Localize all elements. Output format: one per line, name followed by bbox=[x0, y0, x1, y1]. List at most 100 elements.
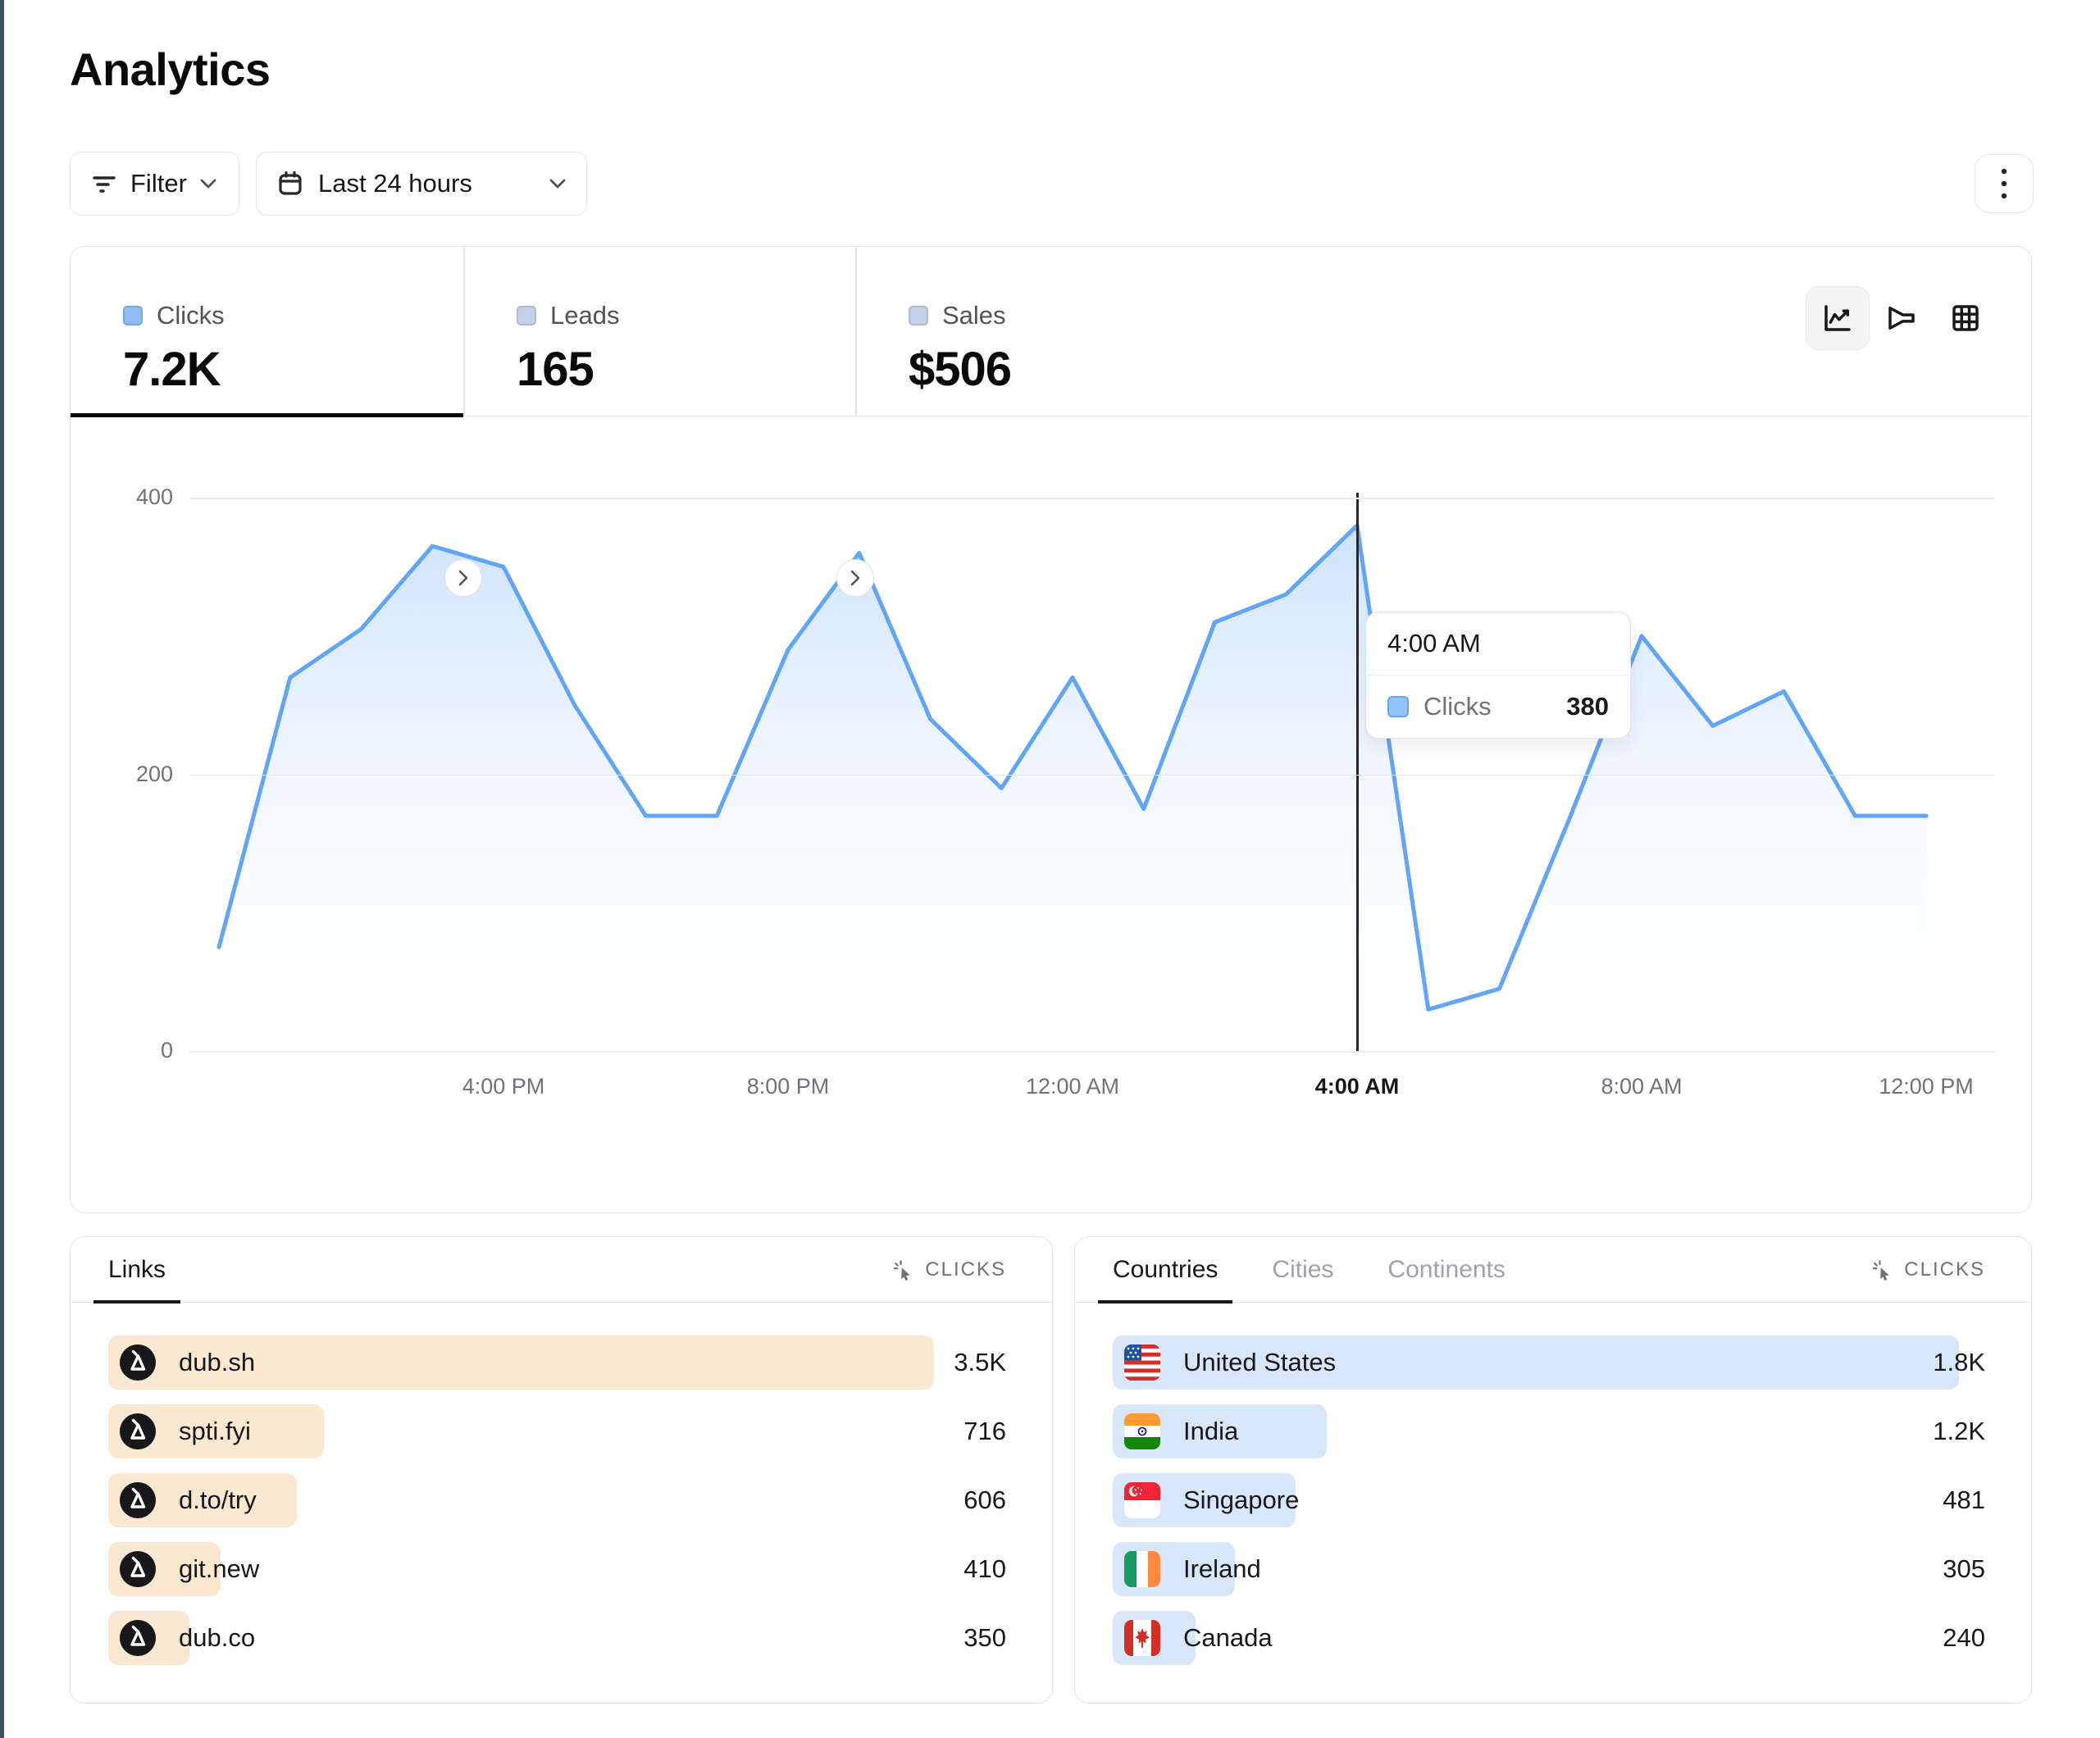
row-value: 716 bbox=[963, 1417, 1006, 1445]
cursor-click-icon bbox=[1871, 1258, 1894, 1281]
analytics-card: Clicks 7.2K Leads 165 Sales $506 bbox=[70, 246, 2032, 1213]
countries-sort-label: CLICKS bbox=[1904, 1258, 1985, 1281]
row-label: Canada bbox=[1183, 1623, 1273, 1652]
metric-value: $506 bbox=[909, 342, 1012, 396]
clicks-area-chart[interactable]: 4:00 AM Clicks 380 400 200 0 4:00 PM 8:00 PM… bbox=[136, 485, 1995, 1099]
x-axis-tick: 8:00 AM bbox=[1601, 1074, 1683, 1099]
row-label: spti.fyi bbox=[179, 1417, 251, 1445]
dub-logo-icon bbox=[120, 1344, 156, 1381]
metric-tab-leads[interactable]: Leads 165 bbox=[464, 247, 855, 416]
row-label: d.to/try bbox=[179, 1485, 257, 1514]
gridline bbox=[189, 1051, 1995, 1053]
dub-logo-icon bbox=[120, 1620, 156, 1656]
gridline bbox=[189, 774, 1995, 776]
filter-icon bbox=[90, 170, 118, 198]
row-label: Ireland bbox=[1183, 1554, 1261, 1583]
dub-logo-icon bbox=[120, 1413, 156, 1449]
x-axis-tick: 12:00 PM bbox=[1879, 1074, 1974, 1099]
country-row[interactable]: Singapore 481 bbox=[1113, 1473, 1985, 1527]
filter-button[interactable]: Filter bbox=[70, 152, 239, 216]
tab-cities[interactable]: Cities bbox=[1257, 1237, 1348, 1303]
expand-metric-button[interactable] bbox=[444, 559, 482, 597]
countries-panel-header: Countries Cities Continents CLICKS bbox=[1075, 1237, 2031, 1304]
country-row[interactable]: United States 1.8K bbox=[1113, 1335, 1985, 1390]
cursor-click-icon bbox=[892, 1258, 915, 1281]
ca-flag-icon bbox=[1124, 1620, 1160, 1656]
left-edge-strip bbox=[0, 0, 4, 1738]
row-value: 240 bbox=[1943, 1623, 1985, 1652]
row-value: 1.2K bbox=[1933, 1417, 1985, 1445]
link-row[interactable]: dub.co 350 bbox=[108, 1611, 1006, 1665]
dub-logo-icon bbox=[120, 1551, 156, 1587]
date-range-button[interactable]: Last 24 hours bbox=[256, 152, 587, 216]
links-panel: Links CLICKS dub.sh 3.5K spti.fyi 716 d.… bbox=[70, 1236, 1053, 1704]
funnel-view-button[interactable] bbox=[1870, 286, 1934, 350]
row-value: 481 bbox=[1943, 1485, 1985, 1514]
us-flag-icon bbox=[1124, 1344, 1160, 1381]
metric-tab-clicks[interactable]: Clicks 7.2K bbox=[71, 247, 463, 417]
row-value: 350 bbox=[963, 1623, 1006, 1652]
x-axis-tick: 8:00 PM bbox=[746, 1074, 830, 1099]
tab-continents[interactable]: Continents bbox=[1373, 1237, 1519, 1303]
links-rows: dub.sh 3.5K spti.fyi 716 d.to/try 606 gi… bbox=[108, 1335, 1006, 1680]
metric-tabs-row: Clicks 7.2K Leads 165 Sales $506 bbox=[71, 247, 2031, 417]
metric-label: Leads bbox=[550, 300, 620, 330]
links-sort-header[interactable]: CLICKS bbox=[892, 1258, 1006, 1281]
calendar-icon bbox=[276, 170, 304, 198]
link-row[interactable]: git.new 410 bbox=[108, 1542, 1006, 1596]
countries-panel: Countries Cities Continents CLICKS United … bbox=[1074, 1236, 2032, 1704]
tooltip-title: 4:00 AM bbox=[1366, 612, 1630, 676]
metric-tab-sales[interactable]: Sales $506 bbox=[856, 247, 1364, 416]
chevron-down-icon bbox=[549, 178, 567, 189]
row-label: United States bbox=[1183, 1348, 1337, 1376]
gridline bbox=[189, 498, 1995, 499]
area-chart-canvas bbox=[216, 523, 1929, 1051]
table-view-button[interactable] bbox=[1934, 286, 1998, 350]
metric-label: Clicks bbox=[157, 300, 225, 330]
row-label: dub.sh bbox=[179, 1348, 256, 1376]
row-label: India bbox=[1183, 1417, 1239, 1445]
metric-value: 165 bbox=[517, 342, 594, 396]
chart-tooltip: 4:00 AM Clicks 380 bbox=[1365, 612, 1631, 739]
chart-view-switcher bbox=[1806, 286, 1998, 350]
row-value: 305 bbox=[1943, 1554, 1985, 1583]
value-bar bbox=[1113, 1335, 1960, 1390]
chart-hover-line bbox=[1355, 493, 1359, 1051]
expand-metric-button[interactable] bbox=[836, 559, 874, 597]
countries-rows: United States 1.8K India 1.2K Singapore … bbox=[1113, 1335, 1985, 1680]
date-range-label: Last 24 hours bbox=[318, 169, 472, 198]
row-value: 1.8K bbox=[1933, 1348, 1985, 1376]
row-value: 410 bbox=[963, 1554, 1006, 1583]
x-axis-tick: 12:00 AM bbox=[1025, 1074, 1120, 1099]
tab-countries[interactable]: Countries bbox=[1098, 1237, 1233, 1304]
x-axis-tick: 4:00 AM bbox=[1314, 1074, 1400, 1099]
y-axis-tick: 0 bbox=[160, 1038, 173, 1062]
link-row[interactable]: dub.sh 3.5K bbox=[108, 1335, 1006, 1390]
tab-links[interactable]: Links bbox=[93, 1237, 181, 1304]
country-row[interactable]: Canada 240 bbox=[1113, 1611, 1985, 1665]
tooltip-series-label: Clicks bbox=[1424, 692, 1492, 721]
country-row[interactable]: India 1.2K bbox=[1113, 1404, 1985, 1458]
chevron-down-icon bbox=[199, 178, 217, 189]
page-title: Analytics bbox=[70, 43, 271, 95]
value-bar bbox=[108, 1335, 935, 1390]
tooltip-row: Clicks 380 bbox=[1366, 676, 1630, 738]
row-value: 3.5K bbox=[954, 1348, 1006, 1376]
active-tab-indicator bbox=[71, 412, 463, 417]
metric-divider bbox=[855, 247, 857, 416]
more-menu-button[interactable] bbox=[1975, 154, 2034, 213]
clicks-series-swatch-icon bbox=[1387, 696, 1409, 717]
country-row[interactable]: Ireland 305 bbox=[1113, 1542, 1985, 1596]
metric-label: Sales bbox=[942, 300, 1006, 330]
sg-flag-icon bbox=[1124, 1482, 1160, 1518]
link-row[interactable]: d.to/try 606 bbox=[108, 1473, 1006, 1527]
x-axis-tick: 4:00 PM bbox=[462, 1074, 545, 1099]
links-panel-header: Links CLICKS bbox=[71, 1237, 1052, 1304]
countries-sort-header[interactable]: CLICKS bbox=[1871, 1258, 1985, 1281]
link-row[interactable]: spti.fyi 716 bbox=[108, 1404, 1006, 1458]
row-label: Singapore bbox=[1183, 1485, 1300, 1514]
metric-swatch-icon bbox=[909, 305, 928, 325]
line-chart-view-button[interactable] bbox=[1806, 286, 1870, 350]
y-axis-tick: 400 bbox=[135, 485, 173, 509]
